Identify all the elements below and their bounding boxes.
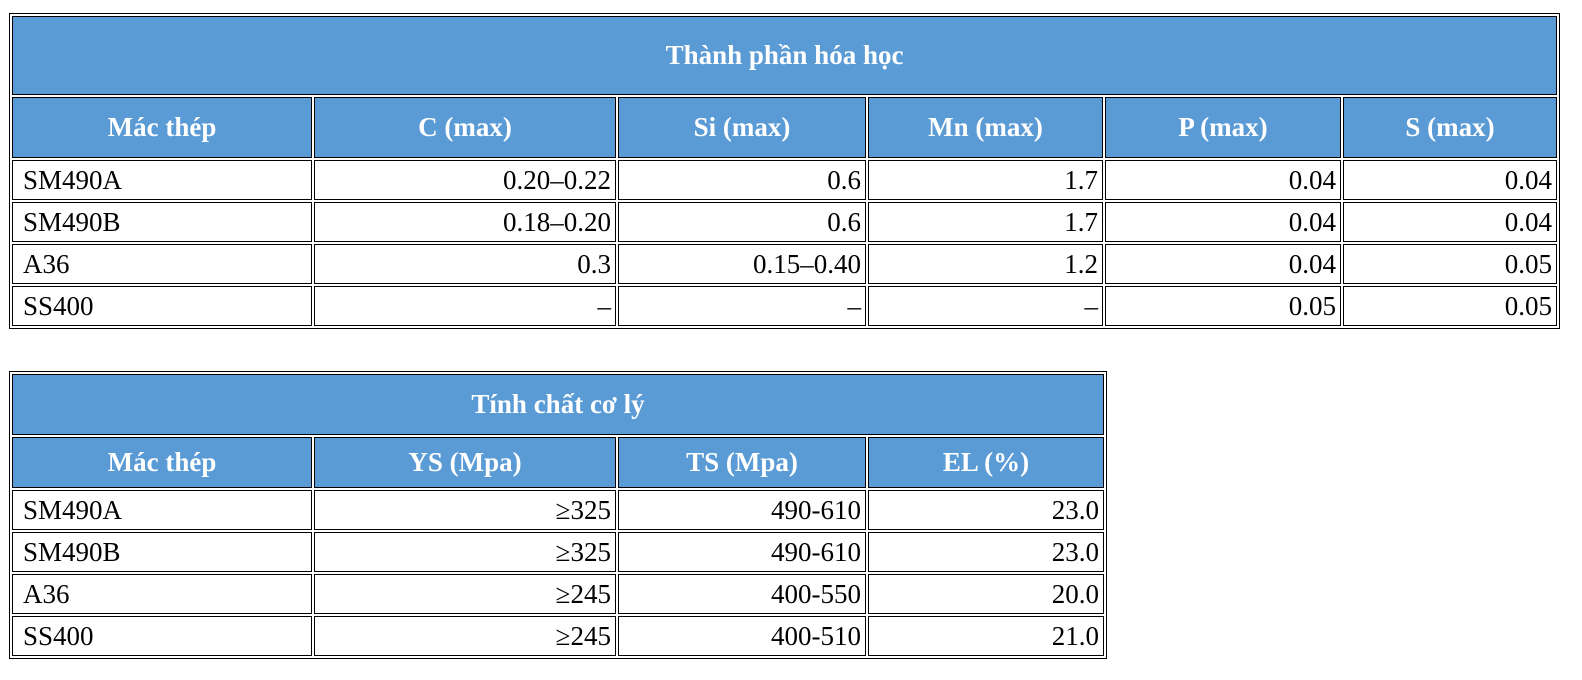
grade-cell: SM490B <box>12 532 312 572</box>
value-cell: 0.6 <box>618 202 866 242</box>
column-header: TS (Mpa) <box>618 437 866 488</box>
value-cell: 0.04 <box>1105 202 1341 242</box>
value-cell: 21.0 <box>868 616 1105 656</box>
table-row: SS400 – – – 0.05 0.05 <box>12 286 1558 326</box>
grade-cell: A36 <box>12 244 312 284</box>
value-cell: 0.3 <box>314 244 616 284</box>
value-cell: 0.6 <box>618 160 866 200</box>
value-cell: 0.04 <box>1343 160 1558 200</box>
grade-cell: SM490B <box>12 202 312 242</box>
value-cell: 0.04 <box>1343 202 1558 242</box>
chemical-table-title: Thành phần hóa học <box>12 16 1558 95</box>
table-row: SM490B ≥325 490-610 23.0 <box>12 532 1105 572</box>
mechanical-properties-table: Tính chất cơ lý Mác thép YS (Mpa) TS (Mp… <box>9 371 1108 659</box>
value-cell: 0.20–0.22 <box>314 160 616 200</box>
table-header-row: Mác thép YS (Mpa) TS (Mpa) EL (%) <box>12 437 1105 488</box>
table-row: A36 0.3 0.15–0.40 1.2 0.04 0.05 <box>12 244 1558 284</box>
value-cell: 23.0 <box>868 532 1105 572</box>
table-row: SM490A ≥325 490-610 23.0 <box>12 490 1105 530</box>
table-row: A36 ≥245 400-550 20.0 <box>12 574 1105 614</box>
value-cell: 23.0 <box>868 490 1105 530</box>
column-header: S (max) <box>1343 97 1558 158</box>
value-cell: ≥245 <box>314 616 616 656</box>
column-header: Mác thép <box>12 437 312 488</box>
grade-cell: SS400 <box>12 286 312 326</box>
column-header: C (max) <box>314 97 616 158</box>
value-cell: 400-510 <box>618 616 866 656</box>
value-cell: – <box>314 286 616 326</box>
column-header: P (max) <box>1105 97 1341 158</box>
value-cell: 0.05 <box>1343 244 1558 284</box>
column-header: Mn (max) <box>868 97 1103 158</box>
grade-cell: SM490A <box>12 160 312 200</box>
value-cell: 1.2 <box>868 244 1103 284</box>
value-cell: 20.0 <box>868 574 1105 614</box>
chemical-composition-table: Thành phần hóa học Mác thép C (max) Si (… <box>9 13 1561 329</box>
grade-cell: SS400 <box>12 616 312 656</box>
value-cell: 0.05 <box>1343 286 1558 326</box>
value-cell: 0.05 <box>1105 286 1341 326</box>
value-cell: 0.18–0.20 <box>314 202 616 242</box>
value-cell: 1.7 <box>868 202 1103 242</box>
value-cell: 0.15–0.40 <box>618 244 866 284</box>
value-cell: ≥325 <box>314 532 616 572</box>
grade-cell: A36 <box>12 574 312 614</box>
value-cell: 0.04 <box>1105 160 1341 200</box>
value-cell: 490-610 <box>618 490 866 530</box>
value-cell: 0.04 <box>1105 244 1341 284</box>
table-row: SS400 ≥245 400-510 21.0 <box>12 616 1105 656</box>
value-cell: ≥245 <box>314 574 616 614</box>
column-header: Mác thép <box>12 97 312 158</box>
value-cell: – <box>868 286 1103 326</box>
grade-cell: SM490A <box>12 490 312 530</box>
table-row: SM490A 0.20–0.22 0.6 1.7 0.04 0.04 <box>12 160 1558 200</box>
value-cell: 1.7 <box>868 160 1103 200</box>
mechanical-table-title: Tính chất cơ lý <box>12 374 1105 435</box>
table-title-row: Tính chất cơ lý <box>12 374 1105 435</box>
value-cell: ≥325 <box>314 490 616 530</box>
column-header: Si (max) <box>618 97 866 158</box>
value-cell: – <box>618 286 866 326</box>
table-row: SM490B 0.18–0.20 0.6 1.7 0.04 0.04 <box>12 202 1558 242</box>
value-cell: 400-550 <box>618 574 866 614</box>
column-header: YS (Mpa) <box>314 437 616 488</box>
value-cell: 490-610 <box>618 532 866 572</box>
table-header-row: Mác thép C (max) Si (max) Mn (max) P (ma… <box>12 97 1558 158</box>
table-title-row: Thành phần hóa học <box>12 16 1558 95</box>
column-header: EL (%) <box>868 437 1105 488</box>
